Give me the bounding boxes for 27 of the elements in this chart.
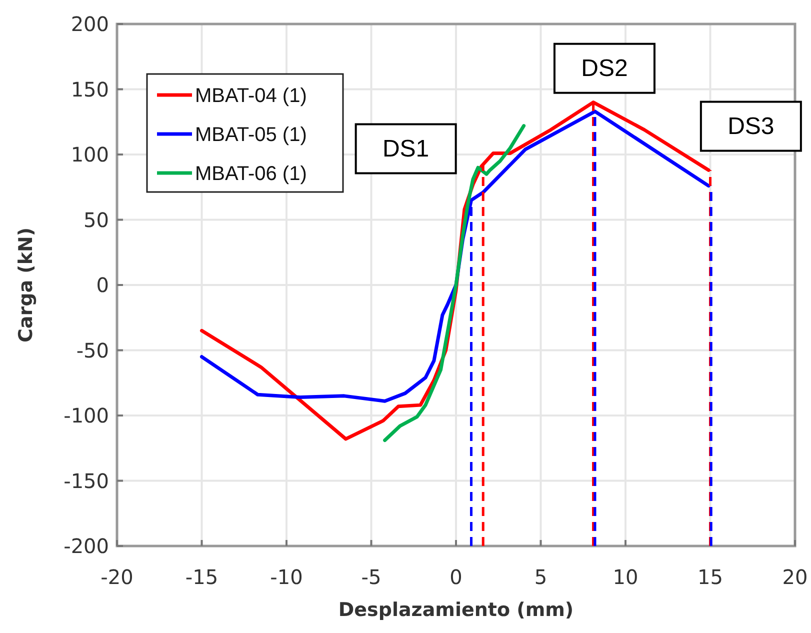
y-tick-label: -100 [64,404,109,428]
x-tick-label: 15 [698,565,723,589]
y-tick-label: 0 [96,273,109,297]
annotation: DS3 [728,113,774,140]
x-tick-label: 20 [782,565,808,589]
x-tick-label: -20 [100,565,134,589]
y-tick-label: 100 [70,142,109,166]
legend-label: MBAT-05 (1) [195,124,307,146]
y-tick-label: 50 [84,208,109,232]
x-tick-label: 0 [450,565,462,589]
legend-label: MBAT-04 (1) [195,85,307,107]
x-tick-label: -5 [361,565,382,589]
annotation: DS2 [581,55,628,82]
y-tick-label: 200 [70,12,109,36]
y-tick-label: -50 [76,338,109,362]
annotation: DS1 [382,136,430,163]
x-tick-label: 5 [534,565,548,589]
x-tick-label: -15 [185,565,218,589]
legend-label: MBAT-06 (1) [195,163,307,185]
x-tick-label: 10 [612,565,638,589]
x-axis-title: Desplazamiento (mm) [338,599,574,621]
line-series [383,124,526,442]
y-tick-label: -200 [64,534,109,558]
y-tick-label: -150 [64,468,109,493]
y-axis-title: Carga (kN) [15,227,37,343]
x-tick-label: -10 [270,565,303,589]
y-tick-label: 150 [70,77,109,102]
